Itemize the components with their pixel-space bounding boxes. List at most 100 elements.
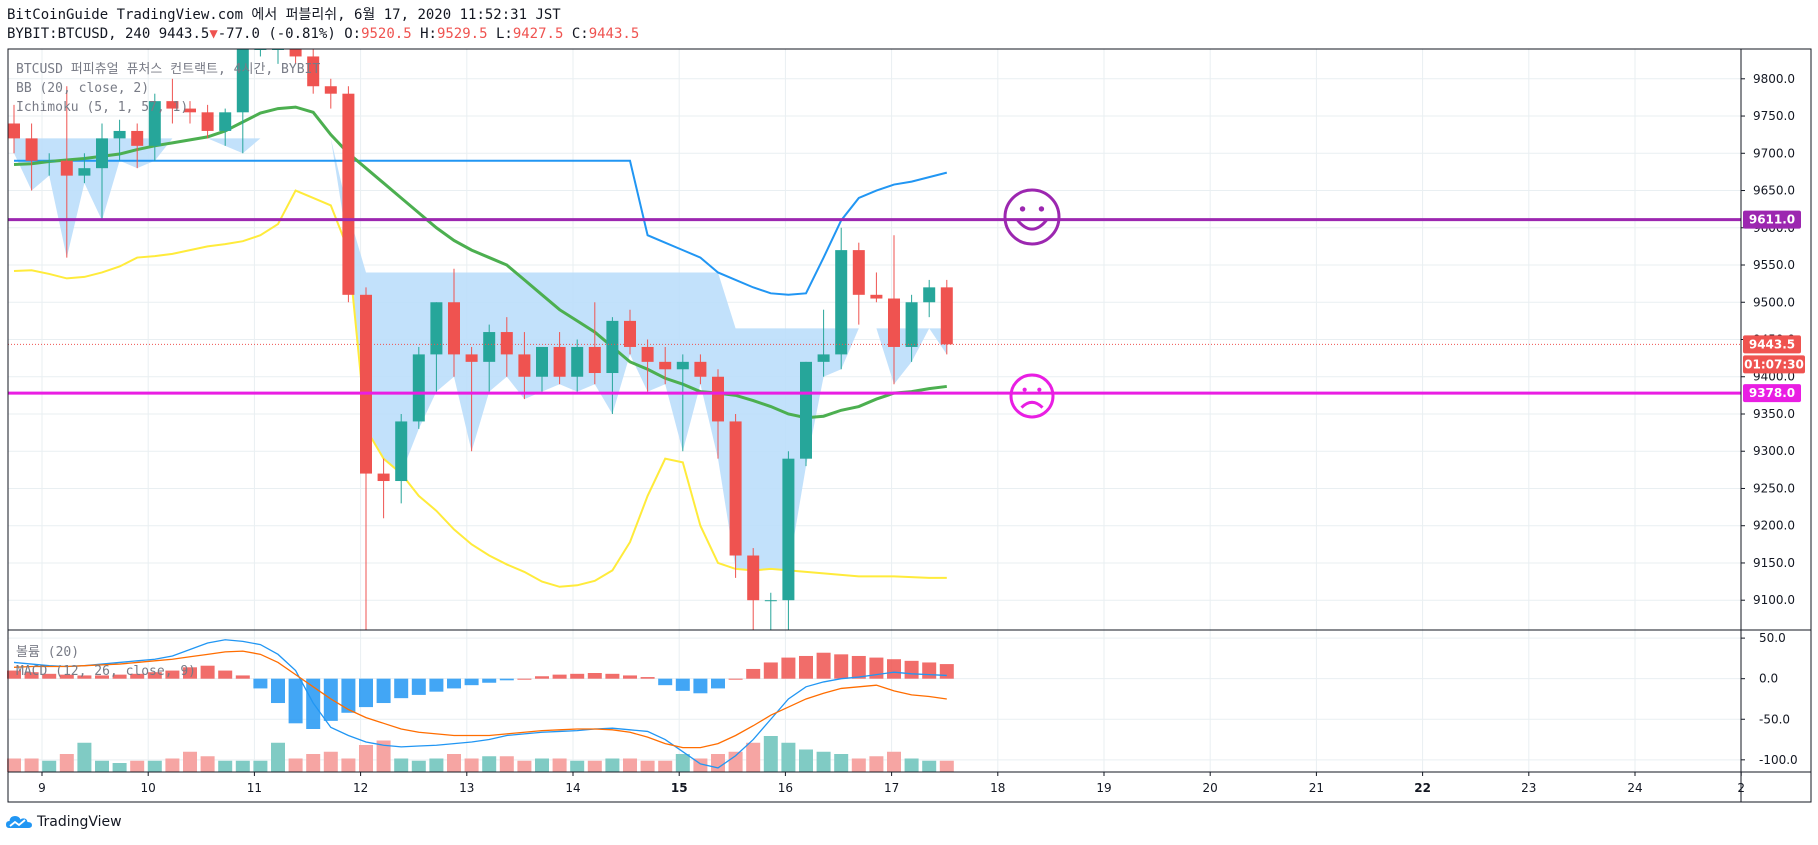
x-tick-label: 23 [1521,781,1536,795]
candles [8,49,953,630]
candle-down [588,346,601,374]
volume-bar [24,758,39,772]
macd-tick-label: -50.0 [1759,712,1790,726]
y-tick-label: 9750.0 [1753,109,1795,123]
volume-bar [605,758,620,772]
macd-hist-bar [552,674,567,679]
macd-hist-bar [640,677,655,679]
candle-down [307,56,320,87]
happy-face-icon-outline [1003,188,1061,246]
candle-down [712,376,724,422]
candle-down [940,287,953,345]
open-value: 9520.5 [361,26,412,42]
happy-face-icon-mouth [1015,218,1049,231]
x-tick-label: 22 [1414,781,1431,795]
chart-frame [7,48,1812,803]
macd-hist-bar [763,662,778,679]
macd-hist-bar [675,678,690,691]
volume-bar [341,758,356,772]
volume-bar [834,754,849,772]
candle-up [835,250,848,355]
candle-down [747,555,760,601]
macd-hist-bar [341,678,356,713]
volume-bar [887,751,901,772]
macd-hist-bar [130,673,145,679]
candle-down [870,294,883,299]
macd-hist-bar [746,668,761,679]
macd-hist-bar [851,655,866,679]
macd-hist-bar [605,673,620,679]
macd-tick-label: 50.0 [1759,631,1786,645]
macd-hist-bar [869,657,884,679]
x-tick-label: 2 [1737,781,1745,795]
publish-line: BitCoinGuide TradingView.com 에서 퍼블리쉬, 6월… [7,7,561,23]
volume-bar [535,758,549,772]
sad-face-icon-mouth [1020,400,1044,409]
macd-hist-bar [147,672,162,679]
candle-up [606,320,619,374]
x-tick-label: 20 [1203,781,1218,795]
footer-brand: TradingView [37,814,122,830]
candle-up [78,168,91,176]
candle-up [923,287,936,303]
candle-up [113,130,126,139]
last-price: 9443.5 [158,26,210,42]
candle-up [782,458,795,601]
volume-bar [59,754,74,772]
macd-hist-bar [165,670,180,679]
macd-tick-label: -100.0 [1759,753,1798,767]
x-tick-label: 12 [353,781,368,795]
y-tick-label: 9550.0 [1753,258,1795,272]
price-chart[interactable]: 9100.09150.09200.09250.09300.09350.09400… [0,0,1818,810]
volume-bar [640,760,655,772]
cloud-logo-icon [6,816,32,828]
candle-up [905,302,918,347]
volume-bar [869,756,884,772]
macd-hist-bar [77,675,92,679]
down-arrow-icon: ▼ [209,26,218,42]
volume-bar [570,760,585,772]
macd-hist-bar [253,678,268,689]
volume-bar [130,760,145,772]
volume-bar [429,758,444,772]
y-tick-label: 9350.0 [1753,407,1795,421]
macd-hist-bar [42,673,57,679]
y-tick-label: 9700.0 [1753,146,1795,160]
low-value: 9427.5 [512,26,564,42]
legend-ichimoku: Ichimoku (5, 1, 57, 1) [16,100,188,115]
macd-hist-bar [623,675,637,679]
sad-face-icon-outline [1009,373,1055,419]
candle-up [148,101,161,146]
candle-up [43,160,56,162]
volume-bar [218,760,233,772]
annotations [1003,188,1061,419]
tradingview-logo[interactable]: TradingView [6,814,122,830]
ichimoku-cloud [14,138,947,571]
candle-down [729,421,742,556]
macd-hist-bar [218,670,233,679]
candle-down [360,294,372,474]
legend-bb: BB (20, close, 2) [16,81,149,96]
close-value: 9443.5 [588,26,640,42]
candle-down [166,101,179,109]
macd-hist-bar [112,674,127,679]
macd-hist-bar [517,678,532,680]
macd-hist-bar [887,659,901,679]
happy-face-icon-eye [1038,206,1045,212]
candle-up [236,49,249,113]
bb-basis-line [13,105,947,420]
macd-hist-bar [59,674,74,679]
y-tick-label: 9250.0 [1753,481,1795,495]
volume-bar [200,756,215,772]
high-label: H: [420,26,437,42]
candle-down [342,93,355,295]
macd-hist-bar [271,678,285,704]
macd-hist-bar [464,678,479,686]
macd-hist-bar [693,678,708,694]
volume-bar [587,760,602,772]
volume-bar [376,740,391,772]
candle-down [465,354,478,362]
candle-down [553,346,566,377]
y-tick-label: 9500.0 [1753,295,1795,309]
volume-bar [763,736,778,772]
